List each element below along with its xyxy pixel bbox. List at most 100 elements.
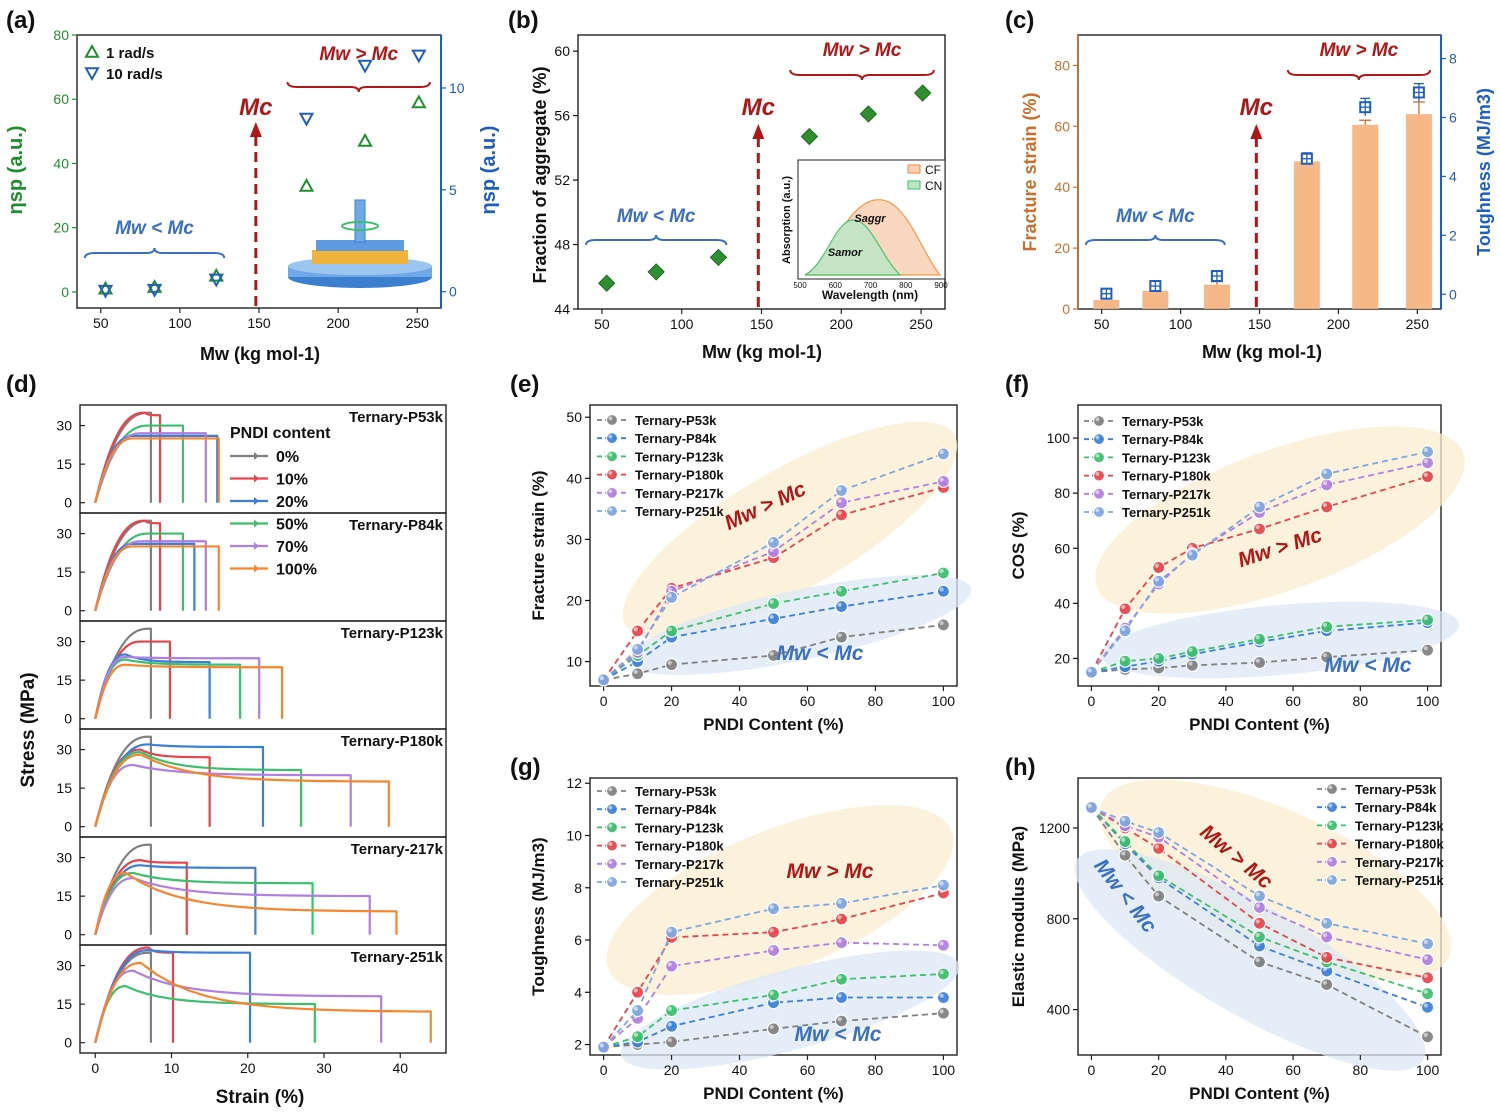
y-tick-label: 4 [1449,168,1457,184]
series-point [766,612,781,626]
legend-label: Ternary-P84k [1122,432,1204,447]
inset-area-label: Saggr [854,213,886,225]
regime-label: Mw < Mc [617,206,696,227]
marker-highlight [1423,955,1428,960]
x-tick-label: 80 [1353,693,1369,709]
series-point [630,985,645,999]
y-tick-label: 20 [566,592,582,608]
marker-shape [1320,930,1334,944]
marker-highlight [837,993,842,998]
aggregate-point [709,248,728,267]
stress-strain-curve [94,877,371,936]
marker-highlight [1255,503,1260,508]
marker-highlight [1154,577,1159,582]
aggregate-point [800,127,819,146]
marker-highlight [1322,480,1328,486]
x-tick-label: 40 [732,1062,748,1078]
x-tick-label: 100 [932,693,956,709]
y-tick-label: 6 [1449,109,1457,125]
marker-shape [1185,548,1199,562]
y-tick-label: 12 [566,775,582,791]
marker-highlight [1255,635,1260,640]
y-tick-label: 0 [64,927,72,943]
marker-highlight [1328,821,1333,826]
marker-shape [1320,467,1334,481]
marker-highlight [939,993,944,998]
marker-highlight [837,975,842,980]
legend-marker [1325,782,1339,796]
marker-shape [766,902,781,916]
marker-shape [1118,848,1132,862]
regime-label: Mw < Mc [795,1023,882,1046]
y-axis-title: ηsp (a.u.) [5,126,27,215]
y-tick-label: 60 [53,91,69,107]
marker-shape [766,535,781,550]
marker-highlight [633,1032,638,1038]
y2-axis-title: ηsp (a.u.) [478,126,500,215]
stress-strain-curve [94,751,303,827]
marker-shape [1320,978,1334,992]
marker-highlight [837,915,842,920]
marker-highlight [1095,472,1100,476]
stress-strain-curve [94,763,352,827]
toughness-point [1149,280,1162,293]
marker-highlight [608,823,613,828]
marker-shape [647,263,665,281]
marker-highlight [939,881,944,886]
x-axis-title: PNDI Content (%) [703,1084,844,1103]
series-point [1084,665,1099,679]
low-mw-region [628,575,972,675]
marker-highlight [1322,622,1328,628]
series-1-point [97,280,114,295]
marker-highlight [599,675,604,681]
marker-shape [605,504,619,518]
series-point [1420,470,1435,484]
marker-shape [1252,930,1267,944]
legend-marker [605,839,619,852]
series-2-point [357,59,373,74]
series-point [1185,644,1199,659]
stress-strain-curve [94,519,162,611]
x-tick-label: 10 [164,1060,180,1076]
x-tick-label: 150 [1248,316,1272,332]
series-point [1252,916,1267,930]
marker-shape [1325,855,1339,868]
series-point [1420,953,1435,967]
marker-shape [605,450,619,463]
marker-shape [605,839,619,852]
series-1-point [411,94,427,109]
marker-shape [1420,643,1435,657]
series-point [1320,916,1334,930]
y-tick-label: 48 [554,237,570,253]
marker-shape [664,925,679,939]
x-tick-label: 0 [600,1062,608,1078]
y-tick-label: 30 [56,958,72,974]
series-point [1420,987,1435,1001]
inset-legend-swatch [907,164,921,174]
marker-highlight [837,498,842,504]
brace [1084,234,1226,246]
marker-highlight [1121,837,1126,842]
marker-shape [1325,819,1339,832]
marker-shape [1420,953,1435,967]
x-tick-label: 100 [932,1062,956,1078]
legend-label: Ternary-P84k [635,802,717,817]
mc-arrowhead [249,122,262,137]
series-point [630,1030,645,1044]
legend-label: Ternary-P251k [635,875,724,890]
marker-shape [97,284,114,299]
y-tick-label: 0 [64,711,72,727]
x-axis-title: PNDI Content (%) [703,715,844,734]
brace [1286,69,1431,81]
marker-shape [630,642,645,656]
series-point [1118,834,1132,849]
y-axis-title: Fraction of aggregate (%) [530,66,550,283]
series-point [1252,930,1267,944]
x-tick-label: 200 [830,316,854,332]
marker-shape [605,875,619,889]
stress-strain-curve [94,663,284,719]
series-point [1185,548,1199,562]
marker-shape [1320,916,1334,930]
marker-shape [1325,873,1339,887]
y-tick-label: 50 [566,409,582,425]
